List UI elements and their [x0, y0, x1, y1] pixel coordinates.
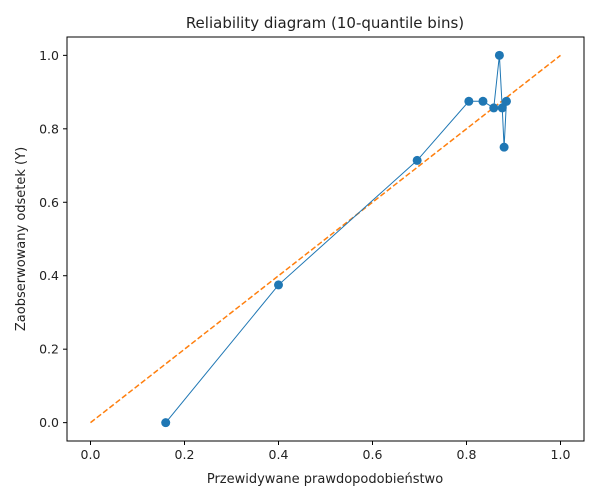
- x-tick-label: 0.6: [363, 447, 383, 462]
- x-tick-label: 1.0: [551, 447, 571, 462]
- x-tick-label: 0.2: [175, 447, 195, 462]
- calibration-point: [499, 142, 509, 152]
- calibration-series-line: [165, 55, 507, 423]
- y-tick-label: 0.0: [39, 415, 59, 430]
- y-tick-label: 0.6: [39, 195, 59, 210]
- calibration-point: [489, 103, 499, 113]
- x-tick-label: 0.0: [81, 447, 101, 462]
- y-tick-label: 0.8: [39, 121, 59, 136]
- calibration-point: [412, 155, 422, 165]
- calibration-point: [497, 103, 507, 113]
- plot-frame: [66, 36, 585, 442]
- perfect-calibration-line: [90, 54, 561, 424]
- x-axis: 0.0 0.2 0.4 0.6 0.8 1.0: [81, 441, 571, 462]
- chart-title: Reliability diagram (10-quantile bins): [186, 14, 464, 32]
- y-axis: 0.0 0.2 0.4 0.6 0.8 1.0: [39, 48, 67, 430]
- y-tick-label: 0.2: [39, 342, 59, 357]
- calibration-point: [501, 96, 511, 106]
- calibration-point: [161, 418, 171, 428]
- y-tick-label: 1.0: [39, 48, 59, 63]
- calibration-point: [274, 280, 283, 290]
- x-tick-label: 0.4: [269, 447, 289, 462]
- y-tick-label: 0.4: [39, 268, 59, 283]
- y-axis-title: Zaobserwowany odsetek (Y): [14, 147, 29, 331]
- x-tick-label: 0.8: [457, 447, 477, 462]
- calibration-point: [478, 96, 488, 106]
- x-axis-title: Przewidywane prawdopodobieństwo: [207, 472, 443, 487]
- series-layer: [90, 50, 561, 428]
- calibration-point: [494, 50, 504, 60]
- calibration-point: [464, 96, 474, 106]
